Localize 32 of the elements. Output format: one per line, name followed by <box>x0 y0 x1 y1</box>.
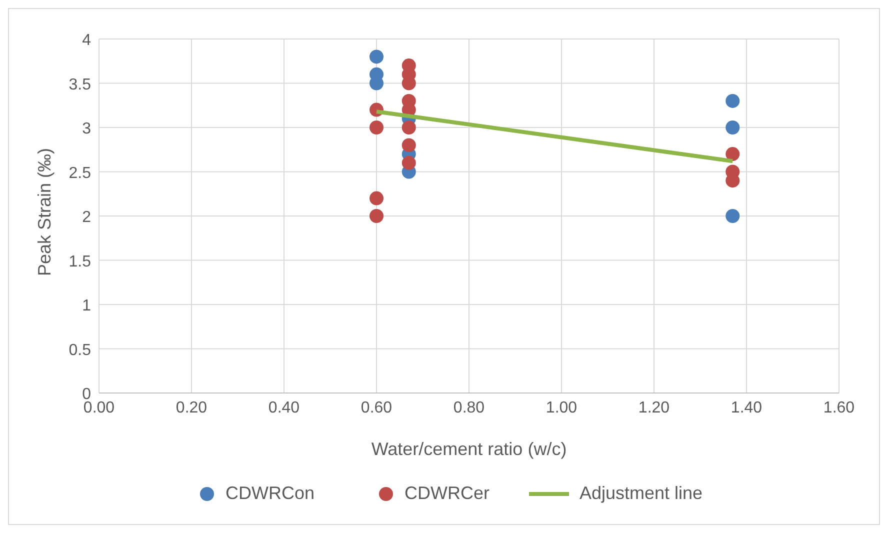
x-tick-label: 0.20 <box>176 399 208 416</box>
x-tick-label: 1.00 <box>546 399 578 416</box>
point <box>370 50 384 64</box>
point <box>402 120 416 134</box>
y-tick-label: 4 <box>82 32 92 49</box>
x-axis-title: Water/cement ratio (w/c) <box>371 439 567 459</box>
point <box>402 156 416 170</box>
y-tick-label: 3.5 <box>68 76 92 94</box>
x-tick-label: 1.20 <box>638 399 670 416</box>
y-tick-label: 1 <box>82 298 92 314</box>
x-tick-label: 1.40 <box>730 399 762 416</box>
y-tick-label: 2.5 <box>68 164 92 182</box>
legend-label: CDWRCon <box>224 483 314 504</box>
x-tick-label: 0.80 <box>453 399 485 416</box>
point <box>402 138 416 152</box>
y-tick-label: 2 <box>82 209 92 226</box>
y-tick-label: 3 <box>82 120 92 138</box>
point <box>726 209 740 223</box>
point <box>370 191 384 206</box>
point <box>370 209 384 223</box>
point <box>726 120 740 134</box>
legend-label: CDWRCer <box>403 483 490 504</box>
x-tick-label: 0.60 <box>360 399 392 416</box>
x-tick-label: 1.60 <box>823 399 855 416</box>
x-tick-label: 0.40 <box>268 399 300 416</box>
y-tick-label: 0.5 <box>68 342 92 359</box>
point <box>726 147 740 162</box>
y-tick-label: 1.5 <box>68 253 92 270</box>
point <box>726 94 740 108</box>
legend-label: Adjustment line <box>578 483 703 504</box>
point <box>370 120 384 134</box>
y-axis-title: Peak Strain (‰) <box>34 148 54 276</box>
